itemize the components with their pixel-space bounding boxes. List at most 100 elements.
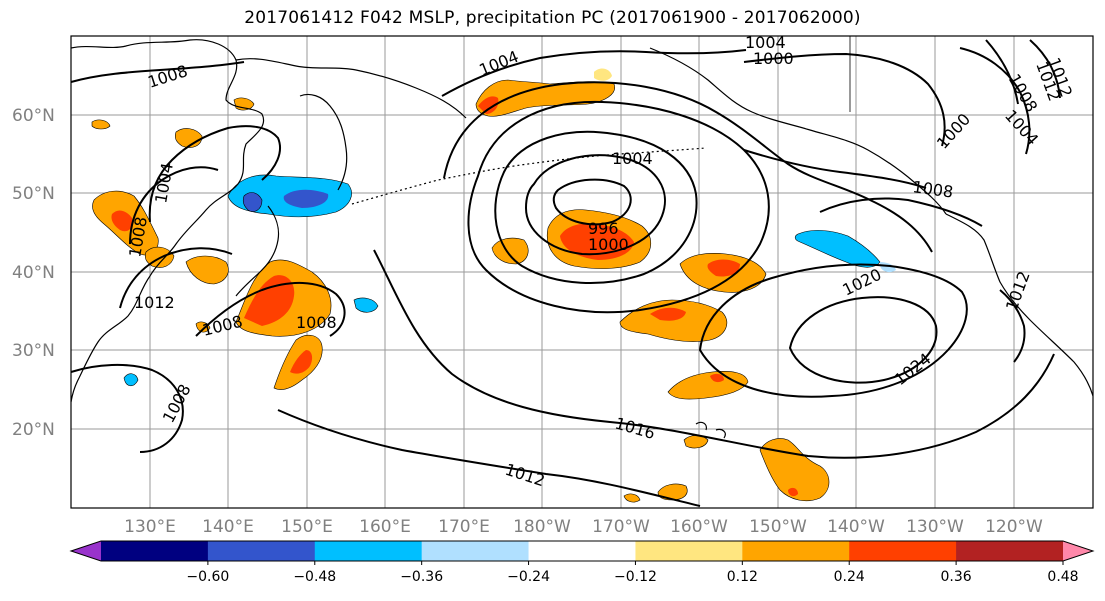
colorbar-tick-label: −0.48 xyxy=(293,569,336,585)
colorbar-swatch xyxy=(849,541,957,561)
precip-ryukyu-blue xyxy=(123,373,139,387)
colorbar-swatch xyxy=(101,541,209,561)
colorbar-extend-high xyxy=(1063,541,1093,561)
precip-hawaii-n-core xyxy=(707,259,740,277)
precip-china-core xyxy=(111,210,133,232)
isobar-1016-west-coast xyxy=(999,289,1026,363)
precip-bering-yellow xyxy=(594,68,612,81)
isobar-1004-bering xyxy=(441,49,747,97)
lon-label: 170°W xyxy=(592,517,650,537)
latitude-labels: 60°N 50°N 40°N 30°N 20°N xyxy=(12,106,55,440)
isobar-1008-northwest xyxy=(70,61,245,83)
isobar-1000-alaska xyxy=(743,52,946,147)
isobar-1008 xyxy=(467,100,770,314)
precip-taiwan xyxy=(195,321,211,333)
isobar-label: 996 xyxy=(588,219,619,238)
colorbar-swatch xyxy=(207,541,316,561)
isobar-label: 1004 xyxy=(612,149,653,168)
colorbar-tick-label: −0.36 xyxy=(400,569,443,585)
precip-ne-pacific-negative xyxy=(794,230,881,268)
colorbar-swatch xyxy=(528,541,636,561)
coast-aleutians xyxy=(351,147,707,205)
precip-bering xyxy=(475,79,615,117)
colorbar-tick-label: 0.36 xyxy=(941,569,972,585)
lat-label-40n: 40°N xyxy=(12,263,55,283)
precip-subtrop-a xyxy=(759,438,830,502)
lon-label: 180°W xyxy=(513,517,571,537)
colorbar-tick-label: −0.24 xyxy=(507,569,550,585)
precip-subtrop-a-core xyxy=(788,487,798,497)
isobar-1008-asia xyxy=(129,166,219,245)
precip-subtrop-c xyxy=(683,435,709,449)
isobar-label: 1004 xyxy=(745,33,786,52)
lat-label-60n: 60°N xyxy=(12,106,55,126)
lon-label: 170°E xyxy=(438,517,490,537)
precip-subtrop-b xyxy=(657,483,688,501)
isobar-1020 xyxy=(698,263,968,398)
lon-label: 120°W xyxy=(985,517,1043,537)
precip-low-west xyxy=(491,237,529,265)
lat-label-30n: 30°N xyxy=(12,341,55,361)
lon-label: 130°W xyxy=(906,517,964,537)
lon-label: 150°E xyxy=(281,517,333,537)
precip-south-japan-core xyxy=(290,350,313,374)
isobar-1012-south xyxy=(277,409,701,507)
coast-kamchatka xyxy=(299,93,348,191)
lon-label: 160°W xyxy=(670,517,728,537)
isobar-1004 xyxy=(494,130,698,285)
colorbar-swatch xyxy=(742,541,850,561)
colorbar-swatch xyxy=(635,541,743,561)
precip-small-blue xyxy=(353,297,379,313)
isobars xyxy=(70,39,1061,507)
longitude-labels: 130°E 140°E 150°E 160°E 170°E 180°W 170°… xyxy=(124,517,1043,537)
precip-okhotsk-core xyxy=(283,189,329,208)
coast-north-america xyxy=(945,213,1094,397)
map-frame xyxy=(70,35,1094,509)
lat-label-50n: 50°N xyxy=(12,184,55,204)
precip-central-band-core xyxy=(650,307,686,321)
lon-label: 140°W xyxy=(827,517,885,537)
coast-hawaii xyxy=(695,421,726,439)
isobar-1008-canada xyxy=(985,39,1019,105)
precipitation-fields xyxy=(91,68,896,503)
isobar-1016 xyxy=(373,249,1055,459)
precip-subtrop-d xyxy=(623,493,641,503)
isobar-label: 1008 xyxy=(296,313,337,332)
colorbar-swatch xyxy=(956,541,1064,561)
precip-hawaii-e-core xyxy=(710,373,724,383)
colorbar-tick-label: 0.12 xyxy=(727,569,758,585)
colorbar-extend-low xyxy=(71,541,101,561)
colorbar-tick-label: 0.24 xyxy=(834,569,865,585)
isobar-1008-japan xyxy=(195,281,346,337)
colorbar-tick-label: −0.12 xyxy=(614,569,657,585)
precip-korea xyxy=(185,255,229,285)
colorbar-outline xyxy=(69,540,1095,562)
isobar-1004-canada xyxy=(959,47,1031,155)
isobar-1012-canada xyxy=(1029,39,1061,99)
lon-label: 150°W xyxy=(749,517,807,537)
graticule xyxy=(71,36,1093,508)
coast-alaska xyxy=(649,47,947,215)
isobar-1024 xyxy=(788,296,938,384)
colorbar: −0.60 −0.48 −0.36 −0.24 −0.12 0.12 0.24 0.36 0.4… xyxy=(69,540,1095,585)
map-title: 2017061412 F042 MSLP, precipitation PC (… xyxy=(244,8,861,28)
coast-siberia xyxy=(235,58,467,119)
coastlines xyxy=(70,36,1094,439)
isobar-label: 1000 xyxy=(588,235,629,254)
lat-label-20n: 20°N xyxy=(12,420,55,440)
coast-japan xyxy=(235,205,280,297)
isobar-1008-west xyxy=(70,363,184,453)
lon-label: 130°E xyxy=(124,517,176,537)
precip-japan-core xyxy=(244,275,295,326)
lon-label: 160°E xyxy=(359,517,411,537)
colorbar-tick-label: −0.60 xyxy=(186,569,229,585)
colorbar-tick-label: 0.48 xyxy=(1047,569,1078,585)
colorbar-swatch xyxy=(314,541,423,561)
coast-asia xyxy=(70,39,265,403)
precip-siberia-b xyxy=(91,119,111,130)
isobar-label: 1012 xyxy=(134,293,175,312)
precip-sea-japan-negative xyxy=(242,192,263,212)
isobar-1008-ne xyxy=(743,149,927,189)
isobar-996 xyxy=(552,178,632,226)
